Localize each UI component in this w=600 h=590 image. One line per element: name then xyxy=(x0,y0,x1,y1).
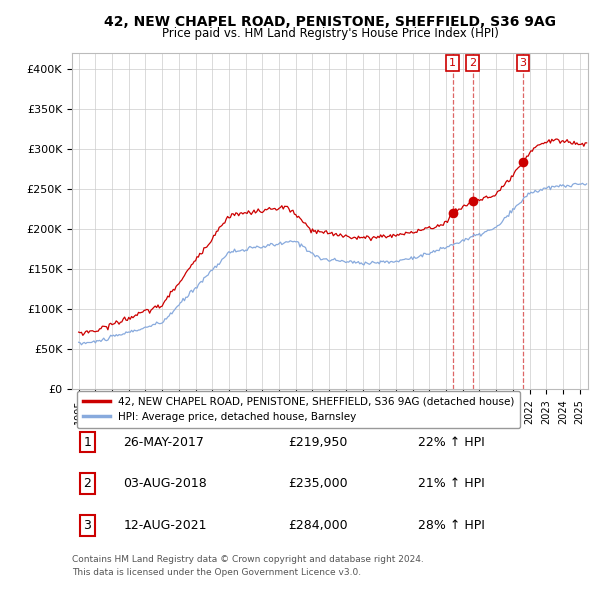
Text: 12-AUG-2021: 12-AUG-2021 xyxy=(124,519,207,532)
Text: 26-MAY-2017: 26-MAY-2017 xyxy=(124,435,205,448)
Text: Contains HM Land Registry data © Crown copyright and database right 2024.: Contains HM Land Registry data © Crown c… xyxy=(72,555,424,564)
Text: 1: 1 xyxy=(83,435,91,448)
Text: Price paid vs. HM Land Registry's House Price Index (HPI): Price paid vs. HM Land Registry's House … xyxy=(161,27,499,40)
Text: 03-AUG-2018: 03-AUG-2018 xyxy=(124,477,208,490)
Legend: 42, NEW CHAPEL ROAD, PENISTONE, SHEFFIELD, S36 9AG (detached house), HPI: Averag: 42, NEW CHAPEL ROAD, PENISTONE, SHEFFIEL… xyxy=(77,391,520,428)
Text: This data is licensed under the Open Government Licence v3.0.: This data is licensed under the Open Gov… xyxy=(72,568,361,577)
Text: £235,000: £235,000 xyxy=(289,477,349,490)
Text: 3: 3 xyxy=(520,58,527,68)
Text: 28% ↑ HPI: 28% ↑ HPI xyxy=(418,519,485,532)
Text: 22% ↑ HPI: 22% ↑ HPI xyxy=(418,435,484,448)
Text: 2: 2 xyxy=(469,58,476,68)
Text: 21% ↑ HPI: 21% ↑ HPI xyxy=(418,477,484,490)
Text: 2: 2 xyxy=(83,477,91,490)
Text: 1: 1 xyxy=(449,58,456,68)
Text: £284,000: £284,000 xyxy=(289,519,349,532)
Text: £219,950: £219,950 xyxy=(289,435,348,448)
Text: 42, NEW CHAPEL ROAD, PENISTONE, SHEFFIELD, S36 9AG: 42, NEW CHAPEL ROAD, PENISTONE, SHEFFIEL… xyxy=(104,15,556,29)
Text: 3: 3 xyxy=(83,519,91,532)
